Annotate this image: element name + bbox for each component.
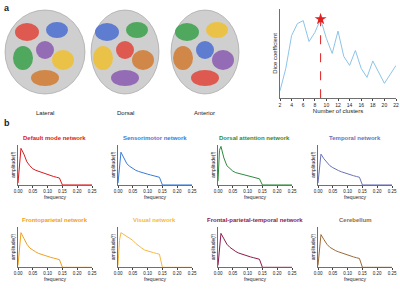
svg-text:Frontoparietal network: Frontoparietal network (22, 217, 88, 223)
svg-text:0.25: 0.25 (288, 189, 297, 194)
svg-text:Anterior: Anterior (194, 110, 215, 116)
svg-text:0.10: 0.10 (143, 271, 152, 276)
svg-text:Temporal network: Temporal network (329, 135, 381, 141)
svg-text:22: 22 (393, 102, 399, 108)
svg-text:amplitude(f): amplitude(f) (110, 234, 116, 261)
svg-text:0.25: 0.25 (188, 271, 197, 276)
svg-text:10: 10 (324, 102, 330, 108)
svg-text:0.05: 0.05 (28, 271, 37, 276)
svg-text:0.10: 0.10 (143, 189, 152, 194)
svg-text:Dorsal: Dorsal (117, 110, 134, 116)
svg-text:0.00: 0.00 (14, 189, 23, 194)
svg-text:0.15: 0.15 (58, 189, 67, 194)
svg-text:0.05: 0.05 (28, 189, 37, 194)
svg-text:0.00: 0.00 (314, 271, 323, 276)
svg-text:0.10: 0.10 (43, 189, 52, 194)
svg-text:0.20: 0.20 (273, 271, 282, 276)
svg-text:0.25: 0.25 (388, 271, 397, 276)
svg-text:amplitude(f): amplitude(f) (310, 234, 316, 261)
svg-text:16: 16 (358, 102, 364, 108)
svg-text:amplitude(f): amplitude(f) (110, 151, 116, 178)
svg-text:2: 2 (279, 102, 282, 108)
svg-text:0.05: 0.05 (228, 189, 237, 194)
svg-text:Frontal-parietal-temporal netw: Frontal-parietal-temporal network (207, 217, 303, 223)
svg-text:amplitude(f): amplitude(f) (310, 151, 316, 178)
svg-text:frequency: frequency (44, 276, 66, 282)
svg-text:amplitude(f): amplitude(f) (210, 234, 216, 261)
svg-text:Cerebellum: Cerebellum (339, 217, 372, 223)
svg-text:0.20: 0.20 (373, 189, 382, 194)
svg-text:amplitude(f): amplitude(f) (10, 234, 16, 261)
svg-text:Visual network: Visual network (133, 217, 176, 223)
svg-text:a: a (4, 3, 10, 13)
svg-text:4: 4 (290, 102, 293, 108)
svg-text:0.15: 0.15 (258, 189, 267, 194)
svg-text:0.00: 0.00 (114, 189, 123, 194)
svg-text:frequency: frequency (244, 194, 266, 200)
svg-text:0.25: 0.25 (288, 271, 297, 276)
svg-text:0.05: 0.05 (328, 189, 337, 194)
svg-text:0.05: 0.05 (228, 271, 237, 276)
svg-text:0.20: 0.20 (73, 271, 82, 276)
svg-text:0.00: 0.00 (14, 271, 23, 276)
svg-text:0.15: 0.15 (158, 271, 167, 276)
svg-text:frequency: frequency (44, 194, 66, 200)
svg-text:Dorsal attention network: Dorsal attention network (219, 135, 290, 141)
svg-text:0.15: 0.15 (358, 189, 367, 194)
svg-text:frequency: frequency (344, 276, 366, 282)
svg-text:Dice coefficient: Dice coefficient (272, 33, 278, 74)
svg-text:18: 18 (370, 102, 376, 108)
svg-text:0.00: 0.00 (214, 271, 223, 276)
svg-text:frequency: frequency (144, 276, 166, 282)
svg-text:0.10: 0.10 (43, 271, 52, 276)
svg-text:0.15: 0.15 (258, 271, 267, 276)
svg-text:0.05: 0.05 (128, 189, 137, 194)
svg-text:0.05: 0.05 (128, 271, 137, 276)
svg-text:0.20: 0.20 (173, 271, 182, 276)
svg-text:0.00: 0.00 (114, 271, 123, 276)
svg-text:Number of clusters: Number of clusters (313, 108, 363, 114)
svg-text:0.10: 0.10 (343, 271, 352, 276)
svg-text:0.15: 0.15 (158, 189, 167, 194)
svg-text:0.20: 0.20 (373, 271, 382, 276)
svg-text:frequency: frequency (144, 194, 166, 200)
svg-text:Lateral: Lateral (36, 110, 54, 116)
svg-text:20: 20 (382, 102, 388, 108)
svg-text:b: b (4, 118, 10, 128)
svg-text:12: 12 (335, 102, 341, 108)
svg-text:0.20: 0.20 (73, 189, 82, 194)
svg-text:Sensorimotor network: Sensorimotor network (123, 135, 187, 141)
svg-text:0.10: 0.10 (343, 189, 352, 194)
svg-text:0.10: 0.10 (243, 189, 252, 194)
svg-text:0.10: 0.10 (243, 271, 252, 276)
svg-text:frequency: frequency (344, 194, 366, 200)
svg-text:Default mode network: Default mode network (23, 135, 86, 141)
svg-text:0.05: 0.05 (328, 271, 337, 276)
svg-text:6: 6 (302, 102, 305, 108)
svg-text:0.20: 0.20 (273, 189, 282, 194)
svg-text:amplitude(f): amplitude(f) (10, 151, 16, 178)
svg-text:0.25: 0.25 (188, 189, 197, 194)
svg-text:8: 8 (313, 102, 316, 108)
svg-text:0.15: 0.15 (58, 271, 67, 276)
svg-text:0.25: 0.25 (388, 189, 397, 194)
svg-text:0.25: 0.25 (88, 189, 97, 194)
svg-text:14: 14 (347, 102, 353, 108)
svg-text:frequency: frequency (244, 276, 266, 282)
svg-text:0.00: 0.00 (314, 189, 323, 194)
svg-text:amplitude(f): amplitude(f) (210, 151, 216, 178)
svg-text:0.15: 0.15 (358, 271, 367, 276)
svg-text:0.25: 0.25 (88, 271, 97, 276)
svg-text:0.00: 0.00 (214, 189, 223, 194)
svg-text:0.20: 0.20 (173, 189, 182, 194)
